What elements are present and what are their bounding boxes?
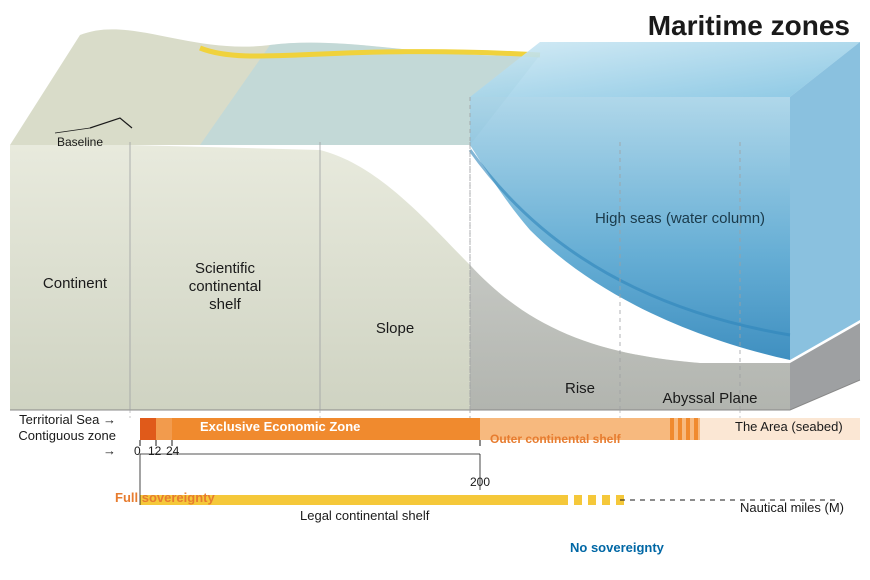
label-territorial: Territorial Sea →	[6, 412, 116, 427]
diagram-title: Maritime zones	[648, 10, 850, 42]
label-highseas: High seas (water column)	[580, 210, 780, 228]
tick-24: 24	[166, 444, 179, 458]
label-slope: Slope	[355, 320, 435, 338]
label-contiguous: Contiguous zone →	[6, 428, 116, 458]
label-shelf: Scientific continental shelf	[170, 260, 280, 314]
tick-200: 200	[470, 475, 490, 489]
tick-12: 12	[148, 444, 161, 458]
label-outer: Outer continental shelf	[490, 432, 621, 446]
label-abyssal: Abyssal Plane	[650, 390, 770, 408]
label-eez: Exclusive Economic Zone	[200, 419, 360, 434]
label-rise: Rise	[545, 380, 615, 398]
label-axis: Nautical miles (M)	[740, 500, 844, 515]
label-legal: Legal continental shelf	[300, 508, 429, 523]
label-area: The Area (seabed)	[735, 419, 843, 434]
label-no-sov: No sovereignty	[570, 540, 664, 555]
label-continent: Continent	[30, 275, 120, 293]
tick-0: 0	[134, 444, 141, 458]
label-full-sov: Full sovereignty	[115, 490, 215, 505]
label-baseline: Baseline	[50, 135, 110, 149]
